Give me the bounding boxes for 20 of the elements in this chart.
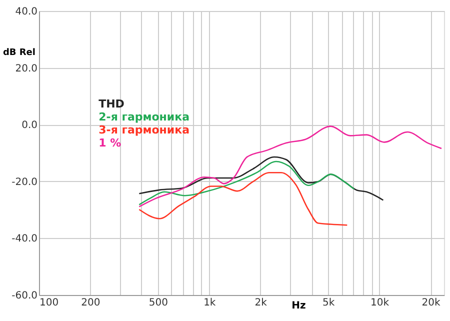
text: 3-я гармоника: [98, 124, 190, 137]
text: 2-я гармоника: [98, 110, 190, 124]
x-tick-label: 2k: [254, 298, 268, 308]
x-axis-title: Hz: [292, 300, 306, 312]
x-tick-label: 1k: [204, 298, 216, 308]
text: THD: [98, 98, 124, 111]
y-axis-title: dB Rel: [2, 48, 36, 58]
x-tick-label: 100: [40, 298, 59, 308]
x-tick-label: 10k: [370, 298, 390, 308]
y-tick-label: -20.0: [12, 176, 38, 188]
x-tick-label: 20k: [422, 298, 440, 308]
x-tick-label: 5k: [322, 298, 335, 308]
y-tick-label: 0.0: [22, 120, 38, 132]
text: 1 %: [98, 136, 122, 150]
y-tick-label: -60.0: [12, 290, 38, 302]
y-tick-label: -40.0: [12, 234, 38, 245]
x-tick-label: 500: [148, 298, 168, 308]
y-tick-label: 20.0: [15, 63, 38, 74]
y-tick-label: 40.0: [15, 6, 38, 18]
x-tick-label: 200: [81, 298, 100, 308]
